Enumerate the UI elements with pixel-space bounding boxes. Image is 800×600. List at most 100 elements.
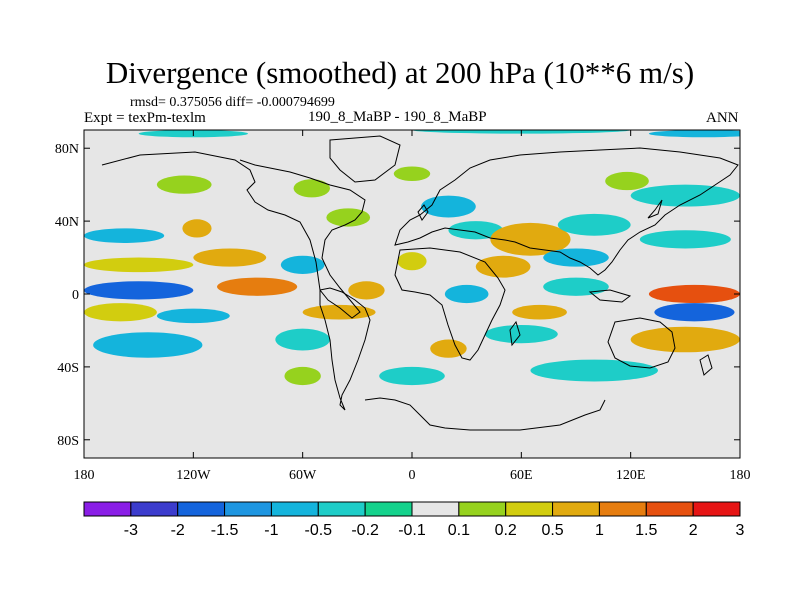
rmsd-diff-stats: rmsd= 0.375056 diff= -0.000794699 [130, 95, 335, 110]
x-tick-label-2: 60W [289, 468, 317, 483]
field-feature-37 [630, 326, 740, 353]
south-america-outline [319, 287, 371, 411]
colorbar-label-2: -1.5 [211, 522, 239, 539]
field-feature-33 [93, 332, 203, 358]
field-feature-18 [280, 255, 325, 274]
colorbar-label-10: 1 [595, 522, 604, 539]
colorbar-label-5: -0.2 [351, 522, 379, 539]
field-feature-3 [156, 175, 212, 194]
greenland-outline [329, 135, 401, 183]
colorbar-box-8 [458, 501, 507, 517]
madagascar-outline [509, 320, 521, 347]
colorbar: -3 -2 -1.5 -1 -0.5 -0.2 -0.1 0.1 0.2 0.5 1 1.5 2 3 [83, 501, 745, 539]
colorbar-box-5 [317, 501, 366, 517]
north-america-outline [101, 151, 366, 319]
field-feature-38 [284, 366, 321, 386]
field-feature-0 [648, 130, 740, 138]
colorbar-box-12 [645, 501, 694, 517]
y-tick-label-4: 80S [57, 434, 79, 449]
field-feature-21 [543, 248, 609, 267]
field-feature-4 [293, 179, 330, 198]
x-tick-label-4: 60E [510, 468, 533, 483]
case-label: 190_8_MaBP - 190_8_MaBP [308, 109, 487, 125]
field-feature-12 [448, 221, 504, 240]
colorbar-label-11: 1.5 [635, 522, 657, 539]
colorbar-label-6: -0.1 [398, 522, 426, 539]
colorbar-box-10 [552, 501, 600, 517]
colorbar-label-0: -3 [124, 522, 138, 539]
field-feature-39 [379, 366, 445, 386]
colorbar-label-7: 0.1 [448, 522, 470, 539]
field-feature-13 [490, 222, 571, 256]
field-feature-36 [484, 324, 558, 344]
colorbar-box-7 [411, 501, 460, 517]
new-zealand-outline [699, 354, 713, 376]
colorbar-box-1 [130, 501, 179, 517]
field-feature-22 [84, 281, 194, 300]
field-feature-29 [156, 308, 230, 324]
colorbar-label-13: 3 [736, 522, 745, 539]
field-feature-34 [275, 328, 330, 351]
field-feature-32 [654, 303, 735, 322]
field-feature-8 [84, 228, 165, 243]
field-feature-6 [605, 171, 649, 191]
eurasia-outline [394, 147, 739, 276]
colorbar-label-12: 2 [689, 522, 698, 539]
field-feature-19 [397, 252, 427, 271]
x-tick-label-1: 120W [176, 468, 211, 483]
colorbar-label-9: 0.5 [541, 522, 563, 539]
field-feature-11 [421, 195, 476, 218]
y-tick-label-3: 40S [57, 361, 79, 376]
y-tick-label-2: 0 [72, 288, 79, 303]
x-tick-label-3: 0 [409, 468, 416, 483]
y-tick-label-0: 80N [55, 142, 79, 157]
x-tick-label-0: 180 [74, 468, 95, 483]
colorbar-label-1: -2 [171, 522, 185, 539]
colorbar-box-4 [270, 501, 319, 517]
field-feature-31 [512, 304, 567, 320]
colorbar-box-2 [177, 501, 226, 517]
field-feature-40 [530, 359, 658, 382]
field-feature-24 [348, 281, 385, 300]
field-feature-17 [193, 248, 267, 267]
colorbar-label-8: 0.2 [495, 522, 517, 539]
experiment-label: Expt = texPm-texlm [84, 110, 206, 126]
divergence-field [84, 130, 740, 386]
field-feature-15 [639, 230, 731, 249]
field-feature-25 [444, 284, 489, 304]
axis-ticks: 180 120W 60W 0 60E 120E 180 80N 40N 0 40S 80S [55, 130, 751, 483]
field-feature-28 [84, 303, 157, 322]
colorbar-box-11 [598, 501, 647, 517]
colorbar-box-3 [224, 501, 272, 517]
field-feature-20 [475, 255, 531, 278]
field-feature-14 [557, 213, 631, 236]
field-feature-35 [430, 339, 467, 358]
colorbar-box-6 [364, 501, 413, 517]
field-feature-10 [326, 208, 371, 227]
colorbar-box-13 [692, 501, 741, 517]
field-feature-26 [543, 277, 609, 296]
field-feature-9 [182, 219, 212, 238]
japan-outline [647, 199, 663, 219]
x-tick-label-5: 120E [616, 468, 646, 483]
field-feature-16 [84, 257, 194, 273]
colorbar-label-4: -0.5 [304, 522, 332, 539]
antarctica-outline [364, 397, 606, 431]
colorbar-box-9 [505, 501, 554, 517]
indonesia-outline [588, 289, 632, 303]
chart-title: Divergence (smoothed) at 200 hPa (10**6 … [105, 55, 695, 90]
uk-outline [417, 204, 429, 221]
y-tick-label-1: 40N [55, 215, 79, 230]
field-feature-5 [393, 166, 431, 182]
x-tick-label-6: 180 [730, 468, 751, 483]
field-feature-7 [630, 184, 740, 207]
colorbar-label-3: -1 [264, 522, 278, 539]
australia-outline [607, 317, 676, 369]
continent-outlines [101, 135, 739, 431]
season-label: ANN [706, 110, 739, 126]
field-feature-27 [648, 284, 740, 304]
field-feature-23 [217, 277, 298, 296]
africa-outline [394, 247, 506, 361]
colorbar-box-0 [83, 501, 132, 517]
